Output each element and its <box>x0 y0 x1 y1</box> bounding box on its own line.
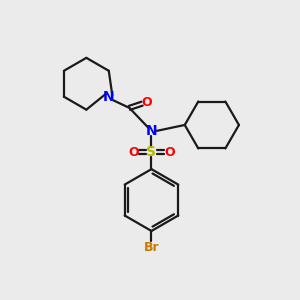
Text: O: O <box>142 95 152 109</box>
Text: N: N <box>103 90 115 104</box>
Text: S: S <box>146 145 157 159</box>
Text: O: O <box>128 146 139 159</box>
Text: Br: Br <box>144 241 159 254</box>
Text: O: O <box>164 146 175 159</box>
Text: N: N <box>146 124 157 138</box>
